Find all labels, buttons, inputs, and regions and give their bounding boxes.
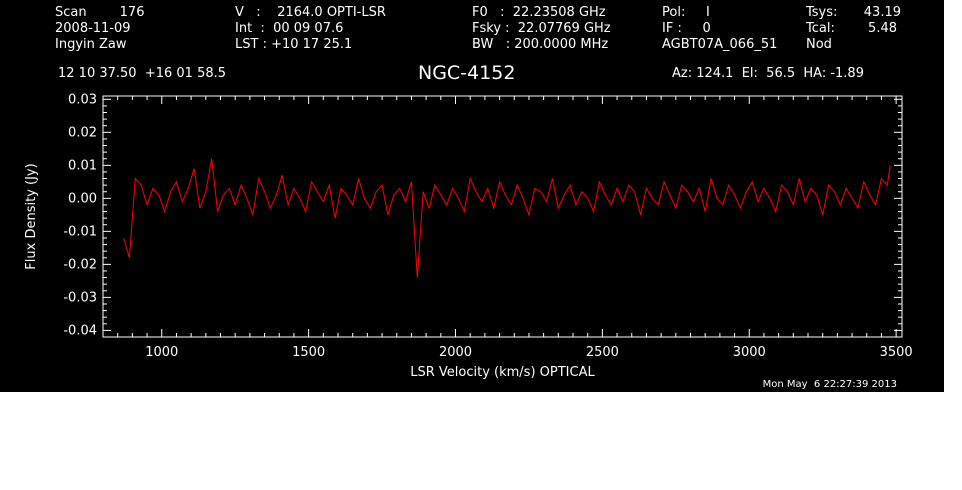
y-tick-label: 0.02 (68, 125, 97, 140)
y-tick-label: 0.01 (68, 158, 97, 173)
coordinates-label: 12 10 37.50 +16 01 58.5 (58, 66, 227, 81)
x-tick-label: 1500 (292, 345, 325, 360)
project-label: AGBT07A_066_51 (662, 37, 778, 52)
spectrum-chart: 1000 1500 2000 2500 3000 3500 0.03 0.02 0.01 0.00… (24, 92, 913, 380)
tsys-label: Tsys: (806, 5, 838, 20)
sky-frequency-label: Fsky : 22.07769 GHz (472, 21, 611, 36)
date-label: 2008-11-09 (55, 21, 131, 36)
observer-label: Ingyin Zaw (55, 37, 127, 52)
x-tick-label: 2000 (439, 345, 472, 360)
y-axis-title: Flux Density (Jy) (24, 163, 39, 269)
plot-panel: Scan 176 2008-11-09 Ingyin Zaw V : 2164.… (0, 0, 944, 392)
rest-frequency-label: F0 : 22.23508 GHz (472, 5, 606, 20)
tcal-value: 5.48 (868, 21, 897, 36)
nod-label: Nod (806, 37, 832, 52)
tcal-label: Tcal: (806, 21, 835, 36)
y-tick-label: -0.01 (63, 224, 97, 239)
velocity-label: V : 2164.0 OPTI-LSR (235, 5, 386, 20)
y-tick-label: 0.03 (68, 92, 97, 107)
plot-frame (102, 95, 903, 338)
y-tick-label: -0.04 (63, 323, 97, 338)
bandwidth-label: BW : 200.0000 MHz (472, 37, 609, 52)
source-name: NGC-4152 (418, 62, 516, 84)
integration-label: Int : 00 09 07.6 (235, 21, 344, 36)
y-tick-label: 0.00 (68, 191, 97, 206)
flux-series-line (123, 158, 891, 278)
scan-label: Scan 176 (55, 5, 145, 20)
x-tick-label: 2500 (586, 345, 619, 360)
x-tick-label: 3500 (880, 345, 913, 360)
x-tick-label: 3000 (733, 345, 766, 360)
tsys-value: 43.19 (863, 5, 901, 20)
y-tick-label: -0.03 (63, 290, 97, 305)
polarization-label: Pol: I (662, 5, 710, 20)
x-axis-title: LSR Velocity (km/s) OPTICAL (410, 365, 595, 380)
if-label: IF : 0 (662, 21, 711, 36)
y-tick-label: -0.02 (63, 257, 97, 272)
az-el-ha-label: Az: 124.1 El: 56.5 HA: -1.89 (672, 66, 864, 81)
timestamp-label: Mon May 6 22:27:39 2013 (762, 379, 897, 390)
x-tick-label: 1000 (145, 345, 178, 360)
lst-label: LST : +10 17 25.1 (235, 37, 353, 52)
